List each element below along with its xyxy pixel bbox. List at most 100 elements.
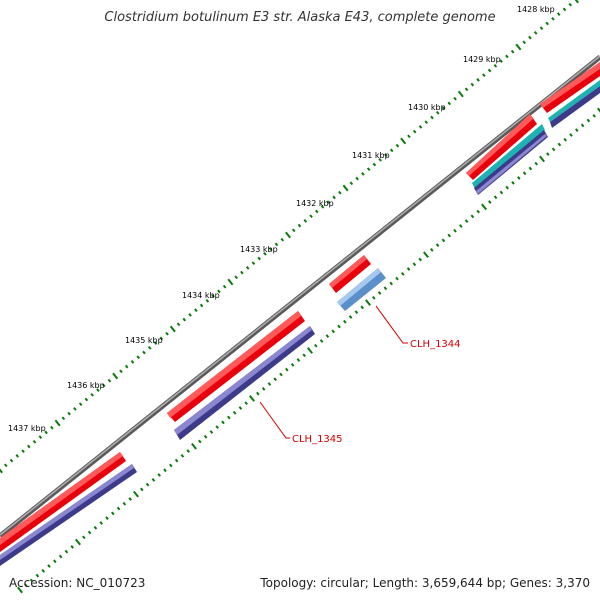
minor-tick: [354, 310, 359, 315]
minor-tick: [303, 219, 308, 223]
kbp-label: 1428 kbp: [517, 5, 555, 14]
cds-feature[interactable]: [466, 114, 537, 180]
minor-tick: [528, 166, 533, 171]
kbp-label: 1429 kbp: [463, 55, 501, 64]
gene-feature[interactable]: [548, 80, 600, 128]
minor-tick: [384, 153, 388, 157]
minor-tick: [511, 180, 515, 185]
minor-tick: [122, 501, 127, 506]
minor-tick: [234, 275, 238, 280]
minor-tick: [261, 386, 266, 391]
minor-tick: [319, 339, 324, 343]
minor-tick: [163, 468, 167, 473]
minor-tick: [493, 195, 498, 200]
minor-tick: [128, 497, 132, 501]
minor-tick: [562, 7, 567, 12]
minor-tick: [227, 415, 231, 420]
gene-feature[interactable]: [0, 464, 137, 566]
major-tick: [423, 251, 429, 259]
minor-tick: [119, 369, 123, 374]
minor-tick: [203, 434, 208, 439]
minor-tick: [267, 382, 272, 386]
minor-tick: [505, 54, 509, 59]
kbp-labels: 1428 kbp 1429 kbp 1430 kbp 1431 kbp 1432…: [8, 5, 555, 433]
minor-tick: [180, 453, 185, 458]
minor-tick: [592, 113, 596, 118]
minor-tick: [87, 530, 92, 535]
gene-feature[interactable]: [174, 326, 315, 440]
minor-tick: [67, 411, 71, 416]
minor-tick: [182, 317, 187, 322]
minor-tick: [487, 68, 492, 73]
minor-tick: [418, 257, 422, 262]
minor-tick: [302, 353, 306, 358]
minor-tick: [188, 313, 192, 317]
minor-tick: [453, 228, 457, 233]
minor-tick: [58, 554, 63, 559]
minor-tick: [251, 261, 256, 266]
gene-track: [0, 80, 600, 566]
minor-tick: [343, 319, 347, 324]
minor-tick: [99, 521, 103, 525]
minor-tick: [332, 195, 336, 200]
minor-tick: [73, 407, 77, 411]
minor-tick: [24, 583, 28, 588]
major-tick: [457, 90, 464, 98]
minor-tick: [476, 209, 480, 214]
genome-summary-text: Topology: circular; Length: 3,659,644 bp…: [260, 576, 590, 590]
gene-label-clh1345[interactable]: CLH_1345: [259, 401, 343, 445]
minor-tick: [395, 143, 400, 148]
major-tick: [169, 325, 176, 333]
minor-tick: [510, 49, 515, 54]
minor-tick: [539, 26, 544, 31]
minor-tick: [297, 223, 302, 228]
svg-text:CLH_1344: CLH_1344: [410, 339, 461, 350]
minor-tick: [407, 134, 411, 139]
gene-label-clh1344[interactable]: CLH_1344: [375, 305, 461, 350]
minor-tick: [107, 378, 112, 383]
minor-tick: [556, 12, 561, 16]
minor-tick: [482, 73, 486, 78]
minor-tick: [412, 262, 417, 267]
minor-tick: [528, 35, 532, 40]
minor-tick: [116, 506, 121, 511]
cds-feature[interactable]: [167, 311, 305, 422]
minor-tick: [124, 364, 129, 369]
minor-tick: [245, 266, 250, 270]
map-title: Clostridium botulinum E3 str. Alaska E43…: [104, 10, 496, 25]
cds-feature[interactable]: [540, 62, 600, 113]
minor-tick: [522, 40, 526, 45]
minor-tick: [337, 324, 341, 329]
minor-tick: [412, 129, 417, 134]
major-tick: [400, 137, 407, 145]
minor-tick: [209, 430, 214, 434]
cds-feature[interactable]: [329, 255, 371, 293]
minor-tick: [378, 157, 382, 162]
minor-tick: [101, 383, 106, 388]
minor-tick: [568, 2, 573, 7]
minor-tick: [274, 242, 279, 247]
minor-tick: [569, 133, 573, 137]
svg-text:CLH_1345: CLH_1345: [292, 434, 343, 445]
minor-tick: [447, 233, 451, 238]
major-tick: [342, 184, 349, 192]
minor-tick: [586, 118, 591, 123]
minor-tick: [256, 391, 260, 396]
kbp-label: 1435 kbp: [125, 336, 163, 345]
minor-tick: [488, 200, 492, 204]
major-tick: [54, 419, 61, 427]
minor-tick: [221, 420, 225, 425]
minor-tick: [159, 336, 164, 341]
outer-tick-track: [0, 0, 579, 474]
minor-tick: [279, 372, 283, 377]
minor-tick: [174, 458, 179, 463]
minor-tick: [232, 410, 237, 415]
cds-feature[interactable]: [0, 452, 126, 552]
gene-feature[interactable]: [472, 124, 548, 195]
minor-tick: [326, 200, 331, 204]
major-tick: [0, 468, 3, 474]
minor-tick: [389, 281, 393, 286]
gene-feature-clh1344[interactable]: [337, 268, 386, 311]
